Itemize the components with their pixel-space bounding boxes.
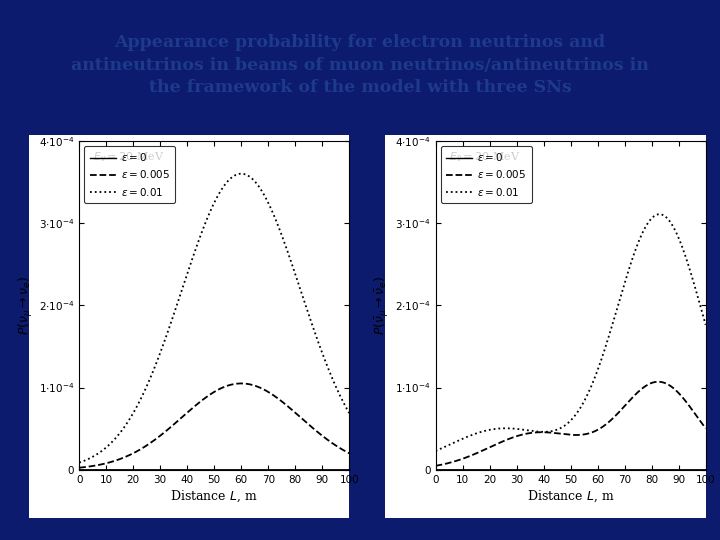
Text: Appearance probability for electron neutrinos and
antineutrinos in beams of muon: Appearance probability for electron neut… [71,33,649,96]
Legend: $\epsilon = 0$, $\epsilon = 0.005$, $\epsilon = 0.01$: $\epsilon = 0$, $\epsilon = 0.005$, $\ep… [441,146,531,203]
X-axis label: Distance $L$, m: Distance $L$, m [527,489,614,504]
Y-axis label: $P(\bar{\nu}_\mu \to \bar{\nu}_e)$: $P(\bar{\nu}_\mu \to \bar{\nu}_e)$ [373,275,391,335]
Text: $E_\nu = 20$ MeV: $E_\nu = 20$ MeV [93,151,164,165]
X-axis label: Distance $L$, m: Distance $L$, m [171,489,258,504]
Text: $E_{\bar{\nu}} = 20$ MeV: $E_{\bar{\nu}} = 20$ MeV [449,151,521,165]
Y-axis label: $P(\nu_\mu \to \nu_e)$: $P(\nu_\mu \to \nu_e)$ [17,276,35,335]
Legend: $\epsilon = 0$, $\epsilon = 0.005$, $\epsilon = 0.01$: $\epsilon = 0$, $\epsilon = 0.005$, $\ep… [84,146,175,203]
